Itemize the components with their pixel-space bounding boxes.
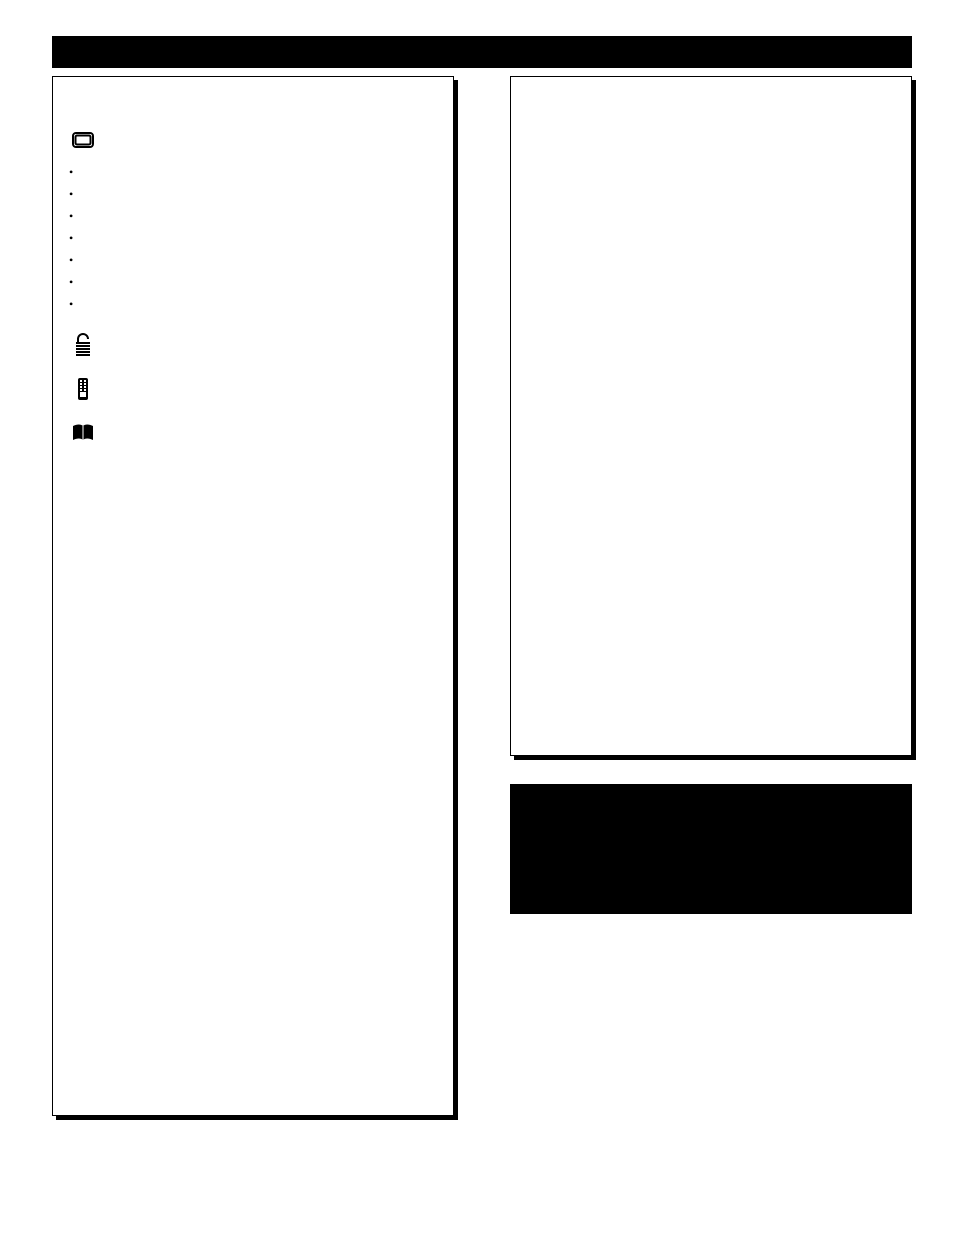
inverse-callout	[510, 784, 912, 914]
tv-icon	[69, 127, 97, 153]
right-panel	[510, 76, 912, 756]
screen-bullet	[69, 229, 437, 247]
screen-bullet	[69, 251, 437, 269]
screen-bullet	[69, 163, 437, 181]
lock-icon	[69, 331, 97, 357]
book-section	[69, 419, 437, 445]
remote-section	[69, 375, 437, 401]
remote-icon	[69, 375, 97, 401]
header-black-bar	[52, 36, 912, 68]
screen-bullets	[69, 163, 437, 313]
screen-bullet	[69, 207, 437, 225]
screen-bullet	[69, 273, 437, 291]
screen-bullet	[69, 295, 437, 313]
book-icon	[69, 419, 97, 445]
left-panel	[52, 76, 454, 1116]
screen-bullet	[69, 185, 437, 203]
lock-section	[69, 331, 437, 357]
screen-section	[69, 127, 437, 313]
intro-section	[69, 91, 437, 109]
